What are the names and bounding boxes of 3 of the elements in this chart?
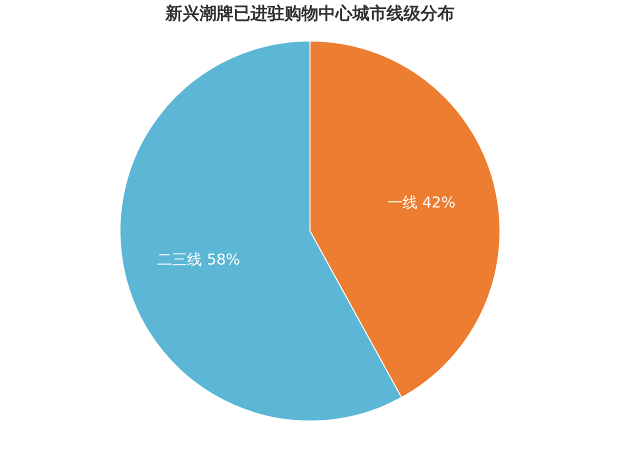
- slice-label: 一线 42%: [387, 193, 456, 212]
- slice-label: 二三线 58%: [157, 250, 240, 269]
- chart-title: 新兴潮牌已进驻购物中心城市线级分布: [164, 4, 454, 24]
